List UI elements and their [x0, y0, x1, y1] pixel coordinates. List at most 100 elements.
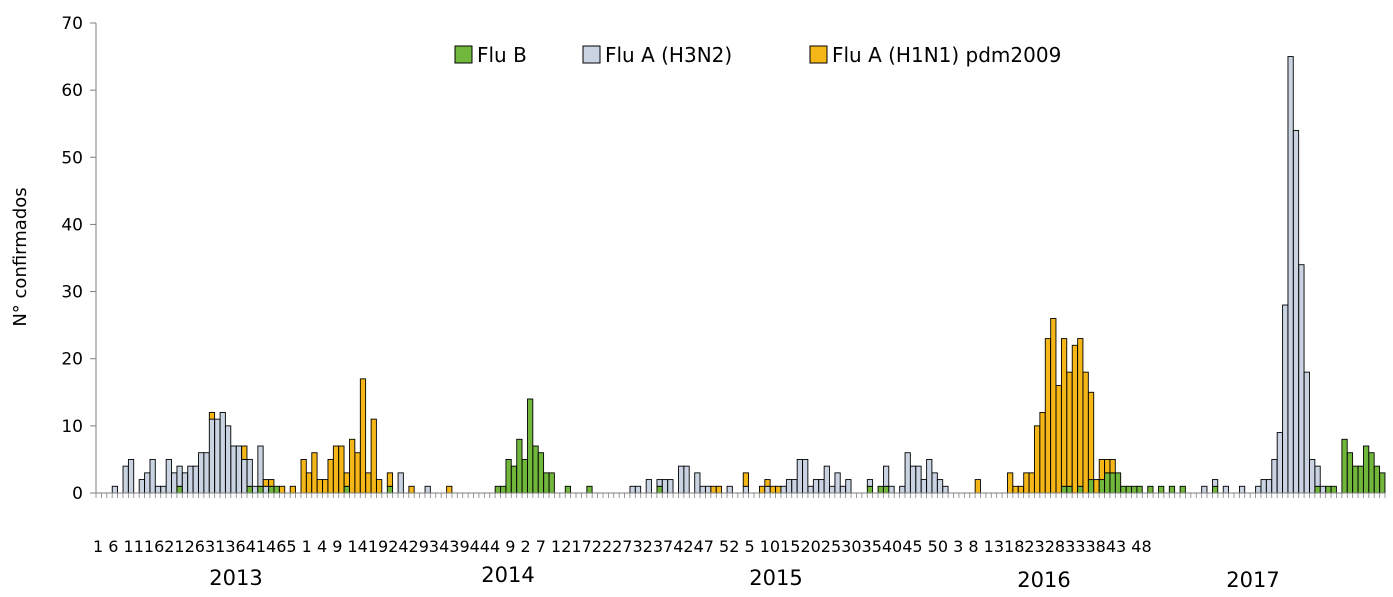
bar-series-2 [1276, 432, 1283, 494]
bar-series-2 [214, 418, 221, 494]
bar-series-2 [661, 479, 669, 494]
bar-series-3 [386, 472, 394, 487]
bar-series-2 [645, 479, 652, 494]
legend-swatch [582, 45, 601, 64]
bar-series-2 [1238, 485, 1246, 494]
year-label: 2015 [749, 566, 802, 590]
bar-series-2 [791, 479, 798, 494]
bar-series-3 [408, 485, 415, 494]
bar-series-3 [376, 479, 383, 494]
bar-series-1 [1158, 485, 1165, 494]
bar-series-1 [1314, 485, 1321, 494]
bar-series-2 [203, 452, 210, 494]
year-label: 2013 [209, 566, 262, 590]
bar-series-1 [1087, 479, 1095, 494]
y-axis: 0 10 20 30 40 50 60 70 [61, 14, 97, 504]
bar-series-2 [1319, 485, 1327, 494]
bar-series-2 [656, 479, 663, 487]
bar-series-2 [122, 465, 129, 494]
bar-series-3 [1028, 472, 1035, 494]
bar-series-2 [181, 472, 189, 494]
bar-series-1 [521, 458, 528, 494]
bar-series-3 [769, 485, 776, 494]
bar-series-3 [1104, 458, 1111, 474]
bar-series-1 [1179, 485, 1186, 494]
bar-series-2 [149, 458, 156, 494]
bar-series-1 [1114, 472, 1122, 494]
bar-series-3 [1082, 371, 1089, 494]
bar-series-1 [246, 485, 253, 494]
bar-series-2 [176, 465, 183, 487]
bar-series-3 [322, 479, 329, 494]
bar-series-2 [629, 485, 636, 494]
bar-series-2 [192, 465, 199, 494]
bar-series-3 [316, 479, 323, 494]
bar-series-2 [262, 485, 269, 494]
bar-series-2 [397, 472, 404, 494]
bar-series-3 [278, 485, 286, 494]
bar-series-3 [1071, 344, 1078, 494]
bar-series-2 [785, 479, 793, 494]
bar-series-3 [343, 472, 350, 487]
bar-series-1 [510, 465, 518, 494]
bar-series-2 [111, 485, 118, 494]
bar-series-2 [187, 465, 194, 494]
bar-series-1 [1352, 465, 1359, 494]
bar-series-2 [829, 485, 836, 494]
bar-series-2 [936, 479, 944, 494]
bar-series-2 [1260, 479, 1267, 494]
bar-series-2 [154, 485, 162, 494]
bar-series-3 [300, 458, 307, 494]
bar-series-1 [1379, 472, 1386, 494]
bar-series-2 [726, 485, 733, 494]
bar-series-2 [257, 445, 264, 487]
bar-series-2 [1265, 479, 1273, 494]
bar-series-2 [845, 479, 852, 494]
bar-series-2 [699, 485, 706, 494]
bar-series-2 [246, 458, 253, 487]
bar-series-3 [359, 378, 367, 494]
bar-series-1 [1104, 472, 1111, 494]
bar-series-1 [564, 485, 572, 494]
bar-series-3 [1012, 485, 1019, 494]
bar-series-1 [1368, 452, 1375, 494]
bar-series-1 [1346, 452, 1354, 494]
year-labels: 2013 2014 2015 2016 2017 [209, 563, 1279, 592]
x-tick-labels: 1 6 11162126313641465 1 4 9 141924293439… [93, 537, 1152, 556]
bar-series-1 [1325, 485, 1332, 494]
bar-series-3 [1061, 338, 1068, 487]
bar-series-2 [942, 485, 949, 494]
bar-series-3 [1109, 458, 1116, 474]
bar-series-1 [516, 438, 523, 494]
bar-series-1 [1098, 479, 1105, 494]
y-tick-label: 70 [61, 14, 83, 34]
bar-series-2 [742, 485, 749, 494]
bar-series-2 [823, 465, 830, 494]
bar-series-2 [198, 452, 205, 494]
bar-series-2 [1271, 458, 1278, 494]
bar-series-2 [138, 479, 145, 494]
bar-series-2 [634, 485, 642, 494]
bar-series-2 [796, 458, 803, 494]
bar-series-3 [241, 445, 248, 460]
bar-series-3 [1034, 425, 1041, 494]
bar-series-2 [812, 479, 820, 494]
bar-series-1 [1120, 485, 1127, 494]
bar-series-2 [1212, 479, 1219, 487]
bar-series-3 [710, 485, 717, 494]
y-tick-label: 60 [61, 81, 83, 101]
bar-series-1 [1212, 485, 1219, 494]
bar-series-3 [1077, 338, 1084, 487]
bar-series-2 [1222, 485, 1229, 494]
bar-series-3 [1098, 458, 1105, 481]
bar-series-1 [537, 452, 545, 494]
bar-series-3 [349, 438, 356, 494]
bar-series-3 [262, 479, 269, 487]
bar-series-1 [1341, 438, 1348, 494]
bar-series-2 [802, 458, 809, 494]
bar-series-1 [877, 485, 884, 494]
bar-series-1 [1136, 485, 1143, 494]
bar-series-2 [904, 452, 911, 494]
